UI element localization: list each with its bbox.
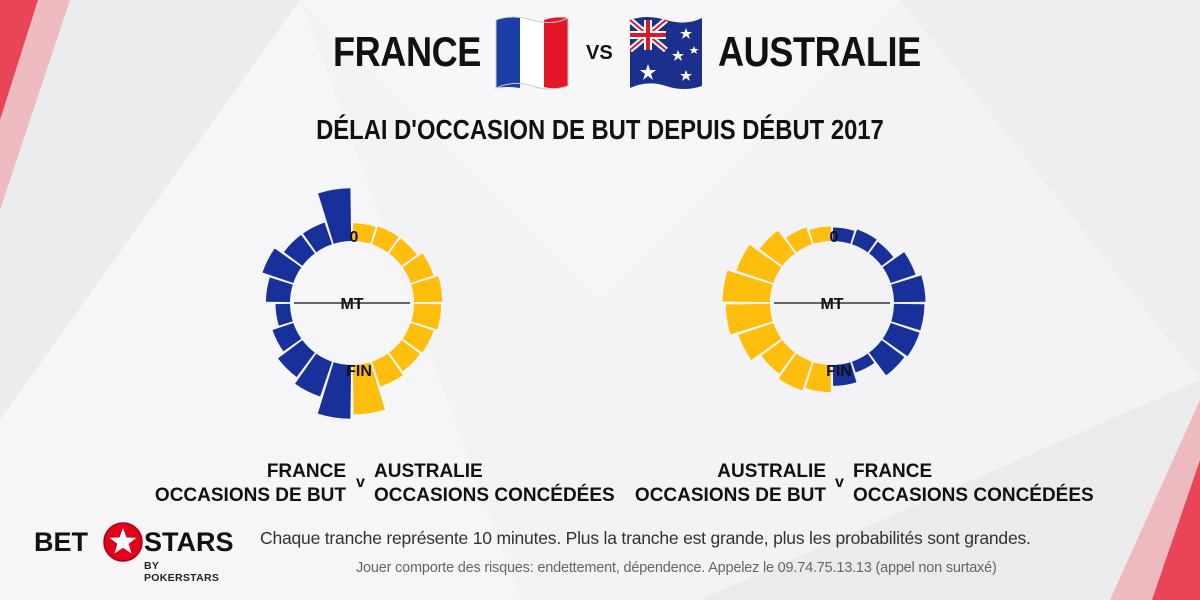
- disclaimer: Jouer comporte des risques: endettement,…: [356, 560, 997, 576]
- betstars-logo: BET STARS BY POKERSTARS: [34, 522, 234, 587]
- chart-1-series-1-segment-3: [882, 252, 916, 284]
- chart-1-label-end: FIN: [826, 363, 852, 380]
- france-flag-icon: [495, 16, 569, 90]
- chart-0-label-half: MT: [340, 296, 363, 313]
- chart-1-series-1-segment-8: [851, 353, 875, 373]
- team-left-title: FRANCE: [333, 28, 481, 75]
- chart-0-series-1-segment-2: [389, 238, 417, 266]
- chart-1-caption-right-line-1: FRANCE: [853, 461, 933, 482]
- chart-1-series-0-segment-0: [809, 226, 832, 244]
- chart-1-series-0-segment-5: [725, 303, 773, 335]
- chart-0-series-0-segment-3: [262, 248, 302, 284]
- chart-1-caption-v: v: [835, 474, 844, 491]
- chart-0-series-0-segment-2: [283, 234, 315, 266]
- logo-stars-text: STARS: [144, 527, 234, 557]
- chart-0-caption-right: AUSTRALIE OCCASIONS CONCÉDÉES: [374, 460, 615, 508]
- chart-1-series-0-segment-1: [786, 227, 813, 253]
- chart-0-series-0-segment-4: [265, 277, 293, 303]
- chart-1-caption-right: FRANCE OCCASIONS CONCÉDÉES: [853, 460, 1094, 508]
- chart-1-series-0-segment-7: [761, 340, 795, 374]
- chart-0-series-1-segment-7: [389, 340, 421, 372]
- chart-0-series-1-segment-8: [371, 353, 403, 387]
- chart-title: DÉLAI D'OCCASION DE BUT DEPUIS DÉBUT 201…: [0, 114, 1200, 146]
- chart-1-series-0-segment-2: [759, 230, 795, 266]
- chart-0-label-start: 0: [350, 229, 359, 246]
- chart-1-series-1-segment-2: [869, 241, 894, 266]
- chart-1-series-1-segment-4: [891, 275, 926, 303]
- chart-1-series-1-segment-9: [832, 362, 857, 386]
- chart-0-caption-right-line-2: OCCASIONS CONCÉDÉES: [374, 485, 615, 506]
- chart-title-text: DÉLAI D'OCCASION DE BUT DEPUIS DÉBUT 201…: [316, 114, 884, 145]
- chart-0-series-0-segment-8: [295, 353, 333, 397]
- chart-1-series-1-segment-1: [851, 229, 877, 253]
- chart-1-series-1-segment-5: [891, 303, 925, 331]
- chart-1-series-1-segment-6: [882, 322, 920, 357]
- chart-1-series-0-segment-8: [778, 353, 813, 391]
- pokerstars-spade-star-icon: [103, 522, 143, 562]
- chart-0-caption-left: FRANCE OCCASIONS DE BUT: [155, 460, 346, 508]
- chart-1-caption-left-line-2: OCCASIONS DE BUT: [634, 485, 826, 506]
- chart-1-caption-right-line-2: OCCASIONS CONCÉDÉES: [853, 485, 1094, 506]
- chart-0-caption-v: v: [356, 474, 365, 491]
- chart-0-series-1-segment-1: [371, 226, 399, 253]
- chart-0-series-1-segment-0: [352, 223, 376, 244]
- chart-0-series-1-segment-4: [411, 276, 443, 303]
- chart-0-series-0-segment-9: [317, 362, 352, 419]
- chart-1-caption-left: AUSTRALIE OCCASIONS DE BUT: [635, 460, 826, 508]
- chart-1-series-0-segment-9: [805, 362, 832, 393]
- chart-1-series-0-segment-4: [722, 270, 773, 303]
- chart-1-caption-left-line-1: AUSTRALIE: [717, 461, 826, 482]
- chart-1-series-0-segment-6: [738, 322, 782, 360]
- chart-1-series-1-segment-7: [869, 340, 905, 376]
- chart-0-series-0-segment-7: [277, 340, 315, 378]
- chart-1-label-start: 0: [830, 229, 839, 246]
- footnote: Chaque tranche représente 10 minutes. Pl…: [260, 528, 1031, 548]
- chart-0-series-1-segment-9: [352, 362, 385, 415]
- vs-label: VS: [586, 42, 613, 64]
- logo-by-pokerstars: BY POKERSTARS: [144, 560, 220, 584]
- chart-0-caption-left-line-2: OCCASIONS DE BUT: [154, 485, 346, 506]
- radial-chart-france-vs-australie: MT 0 FIN: [262, 188, 443, 419]
- chart-0-caption-right-line-1: AUSTRALIE: [374, 461, 483, 482]
- chart-0-caption-left-line-1: FRANCE: [266, 461, 346, 482]
- chart-1-series-0-segment-3: [736, 244, 782, 284]
- chart-0-series-0-segment-5: [275, 303, 293, 326]
- chart-0-series-1-segment-5: [411, 303, 442, 330]
- chart-0-series-1-segment-3: [402, 253, 434, 284]
- chart-0-series-1-segment-6: [402, 322, 434, 353]
- chart-1-label-half: MT: [820, 296, 843, 313]
- chart-0-series-0-segment-6: [272, 322, 302, 352]
- chart-0-series-0-segment-0: [318, 188, 352, 244]
- logo-bet-text: BET: [34, 527, 88, 557]
- radial-chart-australie-vs-france: MT 0 FIN: [722, 226, 926, 393]
- chart-0-label-end: FIN: [346, 363, 372, 380]
- chart-0-series-0-segment-1: [302, 222, 333, 253]
- chart-1-series-1-segment-0: [832, 227, 855, 244]
- team-right-title: AUSTRALIE: [718, 28, 921, 75]
- australia-flag-icon: [628, 17, 702, 89]
